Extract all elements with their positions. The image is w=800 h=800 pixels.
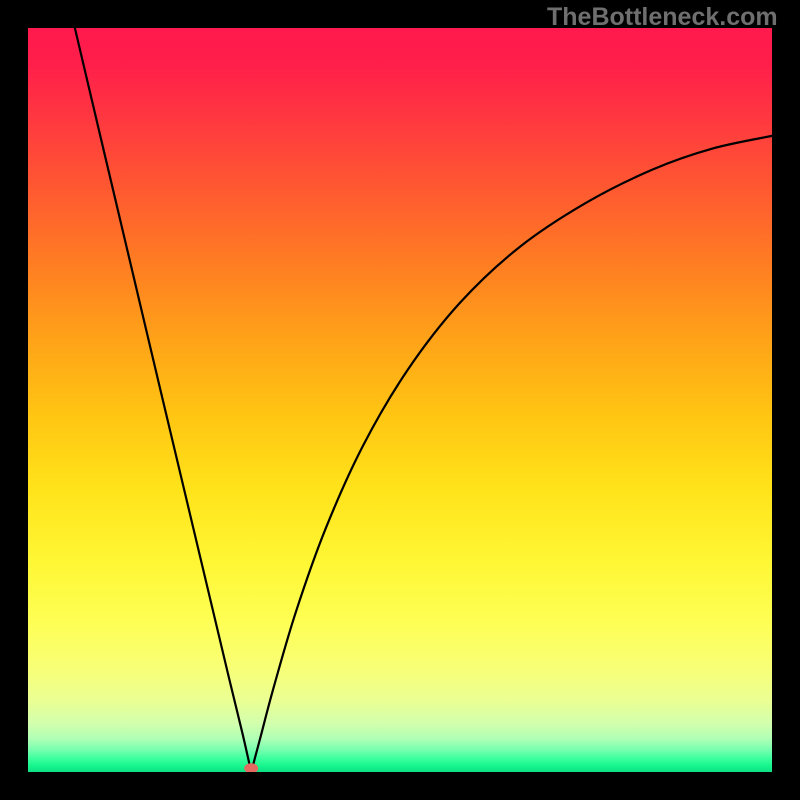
watermark-label: TheBottleneck.com: [547, 3, 778, 32]
plot-svg: [28, 28, 772, 772]
gradient-background: [28, 28, 772, 772]
watermark-text: TheBottleneck.com: [547, 3, 778, 31]
plot-frame: [28, 28, 772, 772]
